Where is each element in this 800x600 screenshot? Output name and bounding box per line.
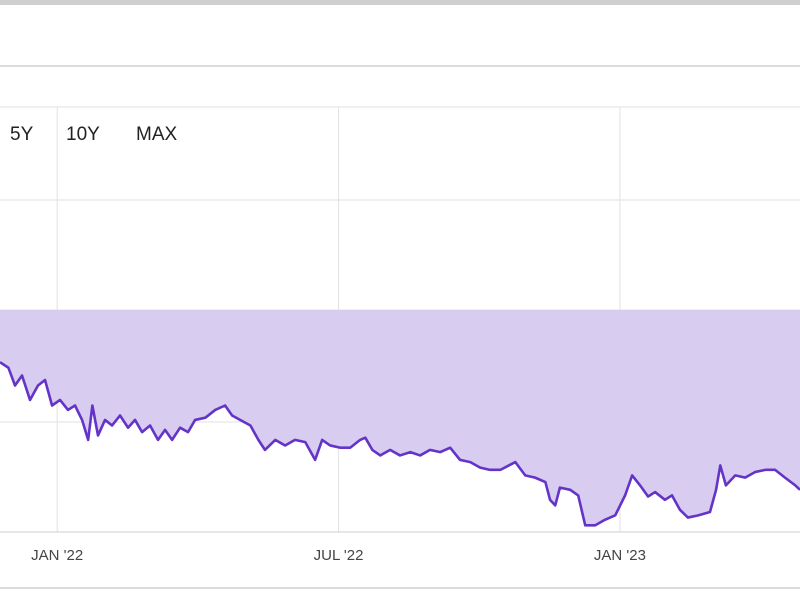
price-line [0, 361, 800, 527]
range-button[interactable]: 5Y [10, 124, 34, 145]
area-fill [0, 310, 800, 526]
x-tick-label: JAN '22 [31, 547, 83, 564]
range-button[interactable]: MAX [136, 124, 178, 145]
x-tick-label: JAN '23 [594, 547, 646, 564]
range-button[interactable]: 10Y [66, 124, 100, 145]
plot [0, 107, 800, 532]
top-bar [0, 0, 800, 5]
range-buttons: 5Y 10Y MAX [10, 124, 178, 145]
x-tick-label: JUL '22 [314, 547, 364, 564]
